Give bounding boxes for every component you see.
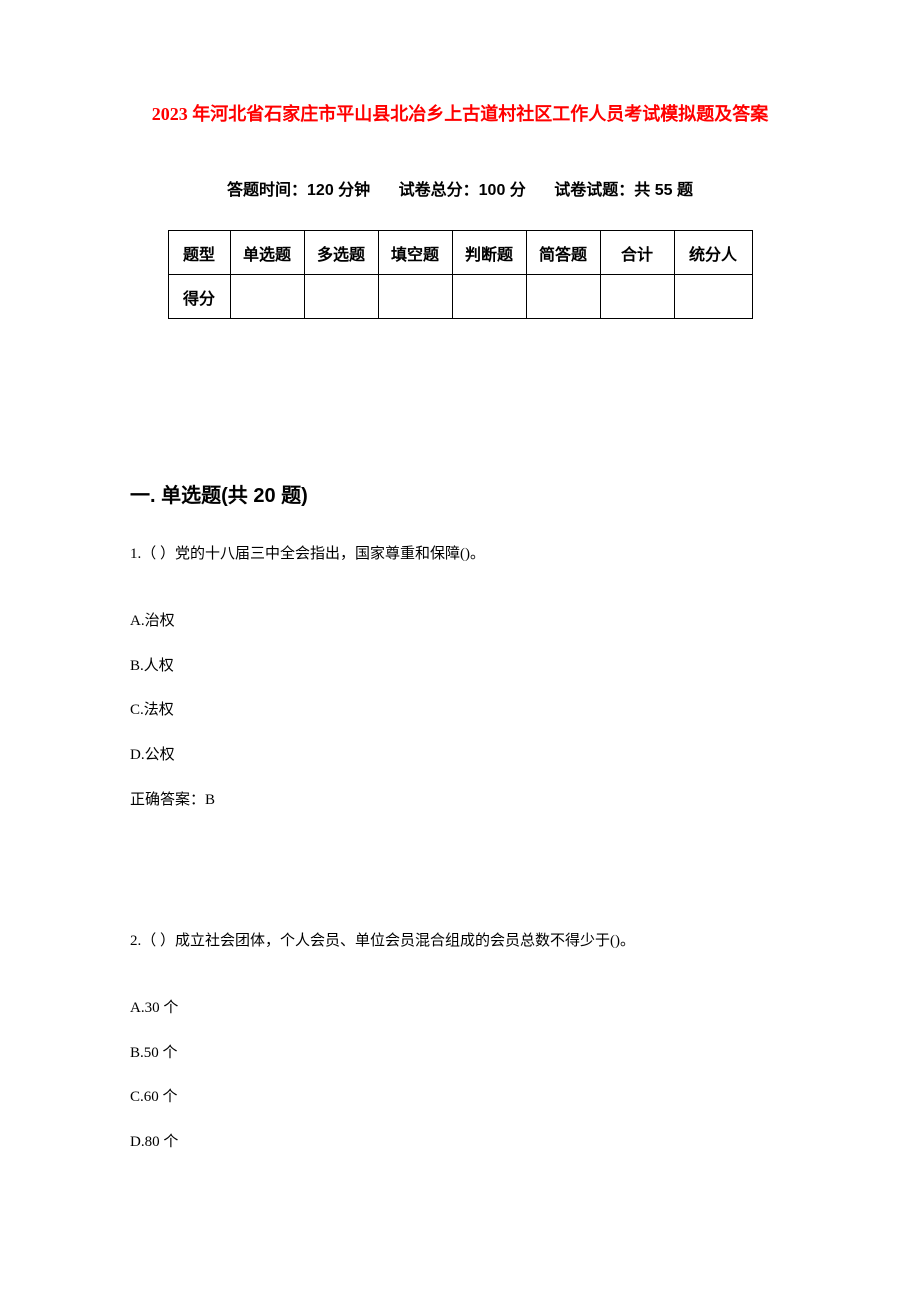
exam-page: 2023 年河北省石家庄市平山县北冶乡上古道村社区工作人员考试模拟题及答案 答题… [0,0,920,1302]
question-answer-1: 正确答案：B [130,788,790,809]
question-options-2: A.30 个 B.50 个 C.60 个 D.80 个 [130,997,790,1153]
score-cell [674,275,752,319]
table-row: 题型 单选题 多选题 填空题 判断题 简答题 合计 统分人 [168,231,752,275]
question-options-1: A.治权 B.人权 C.法权 D.公权 [130,610,790,766]
meta-time: 答题时间：120 分钟 [227,182,370,199]
option-a: A.30 个 [130,997,790,1020]
score-cell [230,275,304,319]
row-header-types: 题型 [168,231,230,275]
meta-total: 试卷总分：100 分 [399,182,526,199]
option-a: A.治权 [130,610,790,633]
score-cell [378,275,452,319]
score-cell [452,275,526,319]
score-cell [600,275,674,319]
option-d: D.80 个 [130,1131,790,1154]
score-table: 题型 单选题 多选题 填空题 判断题 简答题 合计 统分人 得分 [168,230,753,319]
score-cell [526,275,600,319]
col-judge: 判断题 [452,231,526,275]
col-short: 简答题 [526,231,600,275]
col-fill: 填空题 [378,231,452,275]
col-scorer: 统分人 [674,231,752,275]
row-header-score: 得分 [168,275,230,319]
meta-count: 试卷试题：共 55 题 [554,182,693,199]
col-total: 合计 [600,231,674,275]
question-stem-2: 2.（ ）成立社会团体，个人会员、单位会员混合组成的会员总数不得少于()。 [130,929,790,953]
exam-title: 2023 年河北省石家庄市平山县北冶乡上古道村社区工作人员考试模拟题及答案 [130,100,790,126]
col-multi: 多选题 [304,231,378,275]
option-b: B.50 个 [130,1042,790,1065]
table-row: 得分 [168,275,752,319]
col-single: 单选题 [230,231,304,275]
score-cell [304,275,378,319]
option-c: C.法权 [130,699,790,722]
exam-meta: 答题时间：120 分钟 试卷总分：100 分 试卷试题：共 55 题 [130,176,790,200]
question-stem-1: 1.（ ）党的十八届三中全会指出，国家尊重和保障()。 [130,542,790,566]
option-b: B.人权 [130,655,790,678]
option-c: C.60 个 [130,1086,790,1109]
option-d: D.公权 [130,744,790,767]
section-heading: 一. 单选题(共 20 题) [130,479,790,508]
